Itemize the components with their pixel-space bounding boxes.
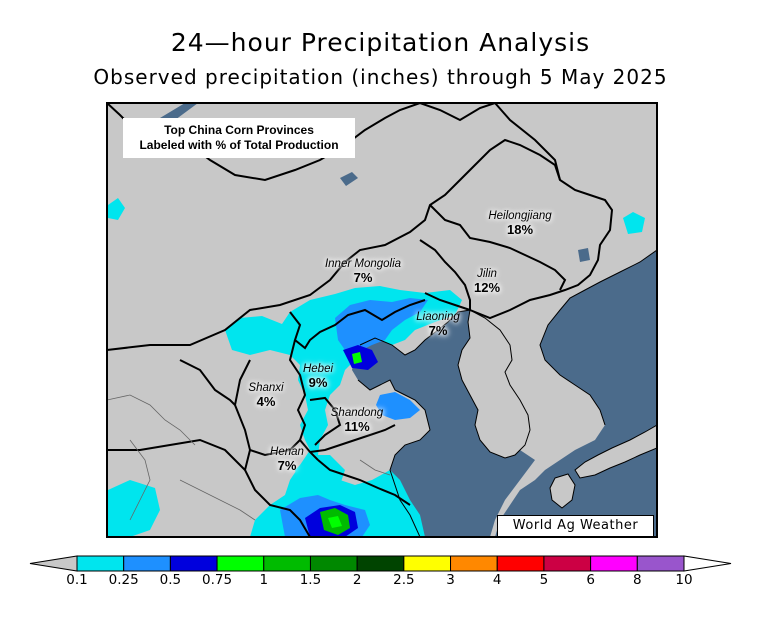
colorbar-tick-label: 6: [586, 572, 595, 588]
province-label-shandong: Shandong 11%: [322, 407, 392, 434]
minor-borders: [107, 394, 391, 521]
colorbar-tick-label: 0.5: [159, 572, 182, 588]
colorbar-tick-label: 8: [633, 572, 642, 588]
colorbar-swatch: [263, 555, 311, 572]
colorbar-swatch: [543, 555, 592, 572]
colorbar-swatch: [403, 555, 452, 572]
province-name: Inner Mongolia: [324, 258, 402, 270]
province-label-henan: Henan 7%: [264, 446, 310, 473]
province-pct: 7%: [353, 270, 373, 285]
province-name: Liaoning: [416, 311, 460, 323]
color-scale-bar: [29, 555, 732, 572]
info-box-line1: Top China Corn Provinces: [164, 123, 314, 137]
province-pct: 7%: [428, 323, 448, 338]
colorbar-swatch: [496, 555, 545, 572]
province-label-jilin: Jilin 12%: [457, 268, 517, 295]
colorbar-swatch: [123, 555, 171, 572]
credit-label: World Ag Weather: [497, 515, 654, 537]
colorbar-swatch: [169, 555, 218, 572]
colorbar-tick-label: 4: [492, 572, 502, 588]
colorbar-tick-label: 1: [259, 572, 269, 588]
colorbar-swatch: [216, 555, 265, 572]
colorbar-swatch: [590, 555, 638, 572]
map-title: 24—hour Precipitation Analysis: [170, 28, 591, 57]
info-box: Top China Corn Provinces Labeled with % …: [123, 118, 355, 158]
province-name: Heilongjiang: [488, 210, 552, 222]
lake-2: [578, 248, 590, 262]
kyushu-island: [550, 474, 575, 508]
province-pct: 11%: [344, 419, 370, 434]
colorbar-tick-label: 2.5: [393, 572, 415, 588]
colorbar-swatch: [356, 555, 405, 572]
colorbar-swatch: [636, 555, 685, 572]
province-pct: 7%: [277, 458, 297, 473]
province-label-shanxi: Shanxi 4%: [243, 382, 289, 409]
lake-3: [160, 103, 198, 120]
province-borders: [107, 204, 567, 537]
colorbar-tick-label: 2: [352, 572, 362, 588]
japan-island: [575, 425, 657, 478]
colorbar-tick-label: 0.1: [66, 572, 88, 588]
province-pct: 4%: [256, 394, 276, 409]
info-box-line2: Labeled with % of Total Production: [139, 138, 339, 152]
colorbar-tick-label: 1.5: [299, 572, 322, 588]
province-label-heilongjiang: Heilongjiang 18%: [470, 210, 570, 237]
province-label-inner-mongolia: Inner Mongolia 7%: [313, 258, 413, 285]
map-frame: [106, 102, 658, 538]
province-pct: 9%: [308, 375, 328, 390]
province-name: Henan: [270, 446, 304, 458]
map-layer: [107, 103, 657, 537]
province-label-liaoning: Liaoning 7%: [408, 311, 468, 338]
province-name: Shandong: [330, 407, 384, 419]
coastlines: [357, 249, 657, 537]
province-name: Shanxi: [248, 382, 284, 394]
province-name: Jilin: [477, 268, 497, 280]
colorbar-tick-label: 5: [539, 572, 549, 588]
province-label-hebei: Hebei 9%: [296, 363, 340, 390]
province-name: Hebei: [302, 363, 334, 375]
colorbar-tick-label: 10: [675, 572, 693, 588]
colorbar-tick-label: 0.25: [108, 572, 139, 588]
russia-coast: [610, 103, 657, 272]
province-pct: 18%: [506, 222, 534, 237]
colorbar-tick-label: 0.75: [202, 572, 233, 588]
colorbar-swatch: [309, 555, 358, 572]
lake: [340, 172, 358, 186]
colorbar-swatch: [76, 555, 125, 572]
province-pct: 12%: [473, 280, 501, 295]
colorbar-arrow-left: [29, 555, 78, 572]
map-subtitle: Observed precipitation (inches) through …: [93, 65, 668, 89]
colorbar-arrow-right: [683, 555, 732, 572]
colorbar-tick-label: 3: [446, 572, 455, 588]
colorbar-swatch: [450, 555, 498, 572]
